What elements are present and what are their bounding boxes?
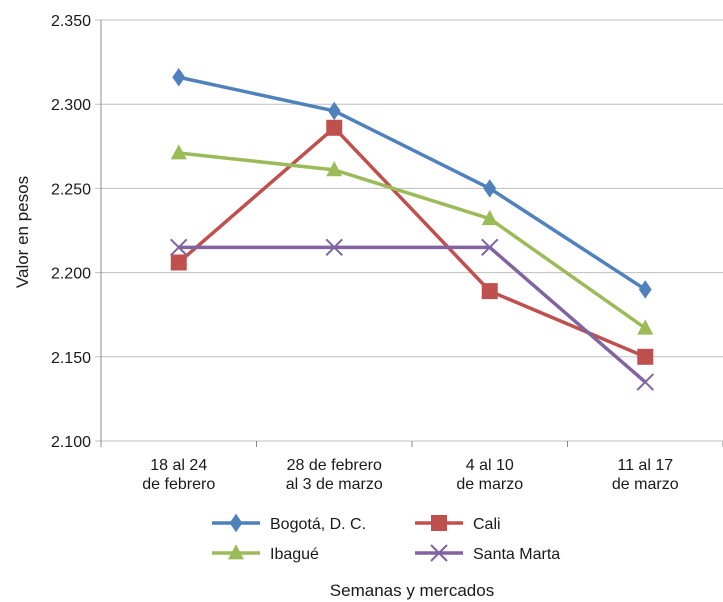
y-axis-title: Valor en pesos bbox=[13, 176, 32, 288]
x-axis-title: Semanas y mercados bbox=[330, 581, 494, 600]
y-tick-label: 2.350 bbox=[51, 13, 91, 30]
y-tick-label: 2.100 bbox=[51, 434, 91, 451]
legend-item: Cali bbox=[415, 515, 501, 533]
data-point-square bbox=[170, 254, 187, 271]
data-point-triangle bbox=[481, 209, 498, 226]
y-tick-label: 2.250 bbox=[51, 181, 91, 198]
x-category-label: 11 al 17 de marzo bbox=[612, 457, 679, 493]
x-category-label: 4 al 10 de marzo bbox=[456, 457, 523, 493]
series-line bbox=[178, 75, 647, 291]
y-tick-label: 2.200 bbox=[51, 266, 91, 283]
data-point-square bbox=[481, 283, 498, 300]
data-point-diamond bbox=[638, 280, 652, 299]
x-category-label: 18 al 24 de febrero bbox=[142, 457, 215, 493]
y-tick-label: 2.300 bbox=[51, 97, 91, 114]
x-category-labels: 18 al 24 de febrero 28 de febrero al 3 de m… bbox=[142, 457, 678, 493]
axes bbox=[100, 20, 723, 447]
legend-label: Bogotá, D. C. bbox=[270, 516, 366, 533]
legend-item: Bogotá, D. C. bbox=[212, 513, 366, 533]
data-point-diamond bbox=[229, 513, 243, 533]
data-point-diamond bbox=[327, 101, 341, 121]
legend-label: Santa Marta bbox=[473, 546, 560, 563]
data-point-x bbox=[325, 238, 343, 257]
legend-item: Ibagué bbox=[212, 544, 319, 563]
data-point-triangle bbox=[170, 144, 187, 160]
data-point-square bbox=[326, 119, 343, 136]
series-line bbox=[177, 126, 646, 359]
data-point-diamond bbox=[483, 179, 497, 198]
data-point-x bbox=[430, 544, 448, 562]
series-line bbox=[178, 245, 647, 384]
y-tick-labels: 2.100 2.150 2.200 2.250 2.300 2.350 bbox=[51, 13, 91, 451]
grid-lines bbox=[95, 19, 723, 442]
data-point-x bbox=[481, 238, 499, 257]
series-line bbox=[178, 151, 647, 330]
x-category-label: 28 de febrero al 3 de marzo bbox=[286, 457, 383, 493]
data-point-square bbox=[431, 515, 447, 531]
y-tick-label: 2.150 bbox=[51, 350, 91, 367]
legend-label: Cali bbox=[473, 516, 501, 533]
data-point-triangle bbox=[326, 161, 343, 177]
data-point-x bbox=[170, 238, 188, 257]
data-point-triangle bbox=[637, 319, 654, 335]
data-point-square bbox=[637, 348, 654, 365]
data-point-triangle bbox=[228, 544, 244, 560]
legend-item: Santa Marta bbox=[415, 544, 560, 563]
legend-label: Ibagué bbox=[270, 546, 319, 563]
series-group bbox=[170, 68, 654, 391]
legend: Bogotá, D. C. Cali Ibagué Santa Marta bbox=[212, 513, 560, 563]
data-point-diamond bbox=[172, 68, 186, 87]
data-point-x bbox=[636, 373, 654, 391]
